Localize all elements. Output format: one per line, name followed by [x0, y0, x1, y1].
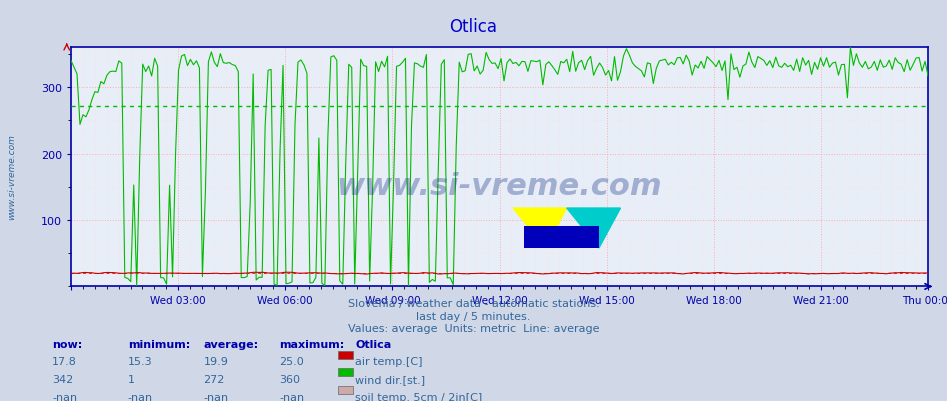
- Text: -nan: -nan: [128, 392, 153, 401]
- Text: 342: 342: [52, 374, 73, 384]
- Text: soil temp. 5cm / 2in[C]: soil temp. 5cm / 2in[C]: [355, 392, 482, 401]
- Text: last day / 5 minutes.: last day / 5 minutes.: [417, 311, 530, 321]
- Text: www.si-vreme.com: www.si-vreme.com: [7, 134, 16, 219]
- Text: Values: average  Units: metric  Line: average: Values: average Units: metric Line: aver…: [348, 323, 599, 333]
- Text: -nan: -nan: [279, 392, 305, 401]
- Text: 17.8: 17.8: [52, 356, 77, 367]
- Text: Otlica: Otlica: [450, 18, 497, 36]
- Text: maximum:: maximum:: [279, 339, 345, 349]
- Text: Slovenia / weather data - automatic stations.: Slovenia / weather data - automatic stat…: [348, 299, 599, 309]
- Text: average:: average:: [204, 339, 259, 349]
- Text: www.si-vreme.com: www.si-vreme.com: [337, 172, 662, 201]
- Text: air temp.[C]: air temp.[C]: [355, 356, 422, 367]
- Text: 19.9: 19.9: [204, 356, 228, 367]
- Text: now:: now:: [52, 339, 82, 349]
- Polygon shape: [566, 209, 620, 248]
- Text: 15.3: 15.3: [128, 356, 152, 367]
- Text: 360: 360: [279, 374, 300, 384]
- Text: Otlica: Otlica: [355, 339, 391, 349]
- Text: 272: 272: [204, 374, 225, 384]
- Text: -nan: -nan: [204, 392, 229, 401]
- Text: minimum:: minimum:: [128, 339, 190, 349]
- Text: 25.0: 25.0: [279, 356, 304, 367]
- Text: wind dir.[st.]: wind dir.[st.]: [355, 374, 425, 384]
- Polygon shape: [513, 209, 566, 248]
- Text: 1: 1: [128, 374, 134, 384]
- Text: -nan: -nan: [52, 392, 78, 401]
- Bar: [524, 227, 599, 248]
